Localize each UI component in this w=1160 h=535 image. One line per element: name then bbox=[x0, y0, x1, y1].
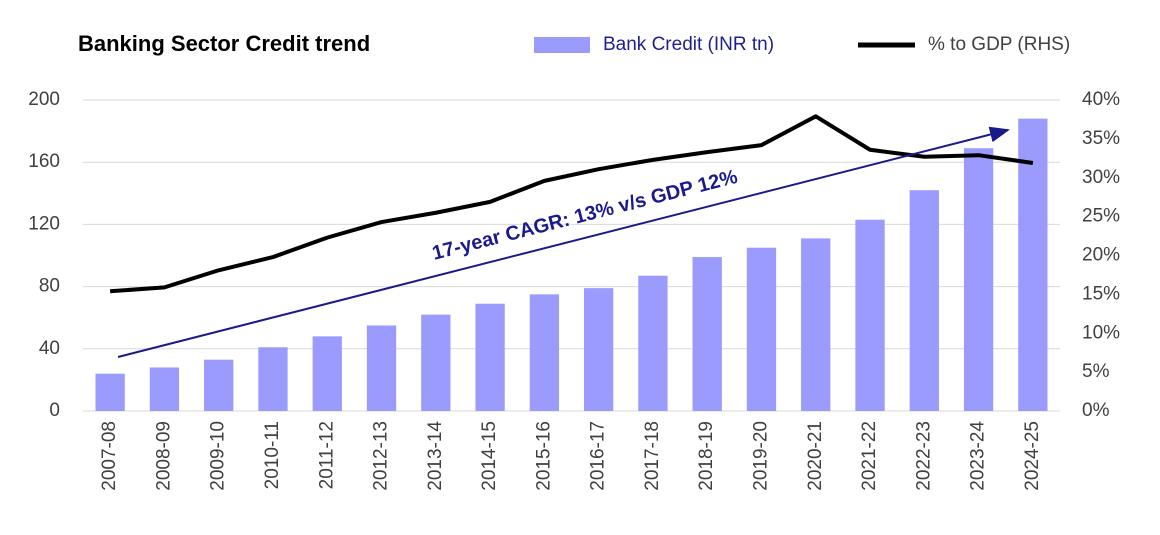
x-tick-label: 2018-19 bbox=[696, 421, 717, 491]
x-tick-label: 2013-14 bbox=[425, 421, 446, 491]
x-tick-label: 2015-16 bbox=[533, 421, 554, 491]
trend-arrow bbox=[117, 126, 1010, 358]
y2-tick-label: 10% bbox=[1082, 322, 1120, 343]
bar bbox=[312, 336, 342, 411]
y2-tick-label: 40% bbox=[1082, 89, 1120, 110]
bar bbox=[909, 190, 939, 411]
x-tick-label: 2022-23 bbox=[913, 421, 934, 491]
y2-tick-label: 15% bbox=[1082, 283, 1120, 304]
bar bbox=[204, 359, 234, 411]
bar bbox=[583, 288, 614, 411]
chart-title: Banking Sector Credit trend bbox=[78, 31, 370, 56]
bar bbox=[475, 303, 505, 411]
x-tick-label: 2023-24 bbox=[968, 421, 989, 491]
y2-tick-label: 30% bbox=[1082, 167, 1120, 188]
y-tick-label: 160 bbox=[28, 151, 60, 172]
x-tick-label: 2010-11 bbox=[262, 421, 283, 489]
bar bbox=[258, 347, 288, 411]
x-tick-label: 2012-13 bbox=[371, 421, 392, 491]
x-tick-label: 2020-21 bbox=[805, 421, 826, 491]
bar bbox=[855, 219, 885, 411]
y-tick-label: 80 bbox=[39, 276, 60, 297]
y2-tick-label: 0% bbox=[1082, 400, 1110, 421]
x-tick-label: 2009-10 bbox=[208, 421, 229, 491]
x-tick-label: 2016-17 bbox=[588, 421, 609, 491]
x-tick-label: 2024-25 bbox=[1022, 421, 1043, 491]
x-tick-label: 2017-18 bbox=[642, 421, 663, 491]
x-tick-label: 2021-22 bbox=[859, 421, 880, 491]
line bbox=[109, 114, 1034, 294]
legend-label: % to GDP (RHS) bbox=[928, 34, 1070, 55]
y-tick-label: 40 bbox=[39, 338, 60, 359]
y-tick-label: 200 bbox=[28, 89, 60, 110]
x-tick-label: 2011-12 bbox=[316, 421, 337, 489]
bar bbox=[692, 257, 722, 411]
legend-swatch bbox=[534, 37, 590, 53]
bar bbox=[149, 367, 180, 411]
bar bbox=[746, 247, 777, 411]
bar bbox=[366, 325, 397, 411]
bar bbox=[801, 238, 831, 411]
x-tick-label: 2014-15 bbox=[479, 421, 500, 491]
bar bbox=[529, 294, 560, 411]
bar bbox=[638, 275, 668, 411]
x-tick-label: 2008-09 bbox=[153, 421, 174, 491]
y-tick-label: 120 bbox=[28, 213, 60, 234]
annotation: 17-year CAGR: 13% v/s GDP 12% bbox=[430, 166, 740, 265]
y2-tick-label: 20% bbox=[1082, 245, 1120, 266]
bar bbox=[95, 373, 125, 411]
bar bbox=[421, 314, 451, 411]
legend-label: Bank Credit (INR tn) bbox=[603, 34, 774, 55]
y2-tick-label: 35% bbox=[1082, 128, 1120, 149]
y2-tick-label: 25% bbox=[1082, 206, 1120, 227]
y-tick-label: 0 bbox=[49, 400, 60, 421]
x-tick-label: 2007-08 bbox=[99, 421, 120, 491]
x-tick-label: 2019-20 bbox=[750, 421, 771, 491]
bar bbox=[1018, 118, 1048, 411]
y2-tick-label: 5% bbox=[1082, 361, 1110, 382]
bar bbox=[963, 148, 994, 411]
